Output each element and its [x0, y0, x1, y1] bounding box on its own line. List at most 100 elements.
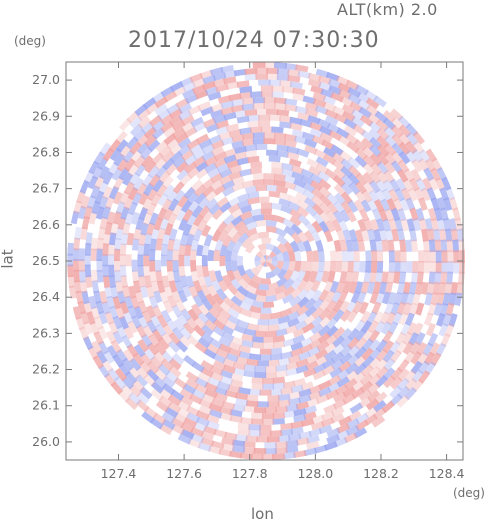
field-cell: [330, 358, 344, 371]
field-cell: [221, 136, 235, 146]
field-cell: [299, 343, 313, 354]
field-cell: [292, 327, 306, 338]
field-cell: [168, 228, 178, 241]
field-cell: [231, 439, 246, 448]
field-cell: [396, 301, 407, 316]
field-cell: [352, 123, 366, 136]
field-cell: [272, 412, 286, 419]
field-cell: [213, 249, 221, 261]
field-cell: [333, 239, 342, 252]
x-axis: 127.4 127.6 127.8 128.0 128.2 128.4: [101, 62, 465, 481]
field-cell: [96, 237, 104, 251]
field-cell: [175, 208, 187, 222]
field-cell: [247, 120, 260, 128]
field-cell: [213, 429, 228, 438]
field-cell: [74, 280, 82, 294]
field-cell: [376, 152, 389, 166]
field-cell: [108, 232, 117, 246]
field-cell: [144, 275, 152, 288]
field-cell: [80, 195, 90, 210]
field-cell: [318, 424, 333, 435]
field-cell: [252, 102, 266, 110]
field-cell: [220, 100, 234, 110]
field-cell: [289, 240, 300, 253]
field-cell: [354, 155, 368, 168]
x-tick-label: 128.4: [429, 466, 465, 481]
field-cell: [150, 355, 163, 369]
field-cell: [425, 322, 437, 337]
field-cell: [136, 391, 150, 405]
field-cell: [294, 105, 309, 115]
field-cell: [271, 85, 285, 93]
field-cell: [405, 239, 413, 253]
field-cell: [233, 68, 248, 77]
field-cell: [415, 177, 427, 192]
field-cell: [72, 259, 80, 272]
field-cell: [74, 226, 82, 241]
field-cell: [195, 167, 209, 180]
field-cell: [361, 338, 374, 352]
field-cell: [112, 191, 124, 205]
field-cell: [219, 201, 232, 213]
field-cell: [178, 218, 189, 231]
field-cell: [257, 120, 271, 127]
field-cell: [227, 203, 241, 214]
y-tick-label: 26.6: [32, 217, 60, 232]
field-cell: [247, 191, 260, 199]
field-cell: [310, 230, 321, 243]
field-cell: [438, 228, 447, 242]
field-cell: [350, 290, 361, 304]
field-cell: [430, 218, 440, 232]
field-cell: [194, 89, 209, 100]
field-cell: [349, 402, 364, 414]
field-cell: [239, 301, 252, 312]
field-cell: [273, 97, 287, 105]
field-cell: [384, 152, 397, 166]
field-cell: [230, 104, 245, 113]
field-cell: [122, 172, 134, 186]
field-cell: [106, 295, 116, 310]
field-cell: [312, 98, 327, 108]
field-cell: [408, 177, 420, 192]
field-cell: [332, 175, 346, 188]
field-cell: [275, 405, 288, 413]
field-cell: [249, 305, 262, 314]
field-cell: [215, 348, 229, 359]
field-cell: [123, 158, 136, 172]
field-cell: [154, 103, 168, 116]
field-cell: [241, 97, 255, 105]
field-cell: [322, 101, 337, 112]
field-cell: [84, 264, 92, 278]
field-cell: [179, 327, 192, 340]
field-cell: [440, 271, 448, 285]
field-cell: [187, 166, 201, 179]
field-cell: [239, 210, 253, 221]
field-cell: [408, 302, 419, 316]
field-cell: [279, 80, 293, 88]
field-cell: [230, 295, 243, 307]
field-cell: [352, 300, 363, 314]
field-cell: [83, 321, 94, 335]
field-cell: [154, 342, 167, 356]
field-cell: [94, 190, 105, 205]
field-cell: [152, 127, 166, 140]
field-cell: [104, 311, 115, 325]
field-cell: [222, 357, 236, 368]
field-cell: [83, 301, 93, 315]
field-cell: [260, 202, 273, 209]
field-cell: [355, 412, 370, 425]
field-cell: [219, 369, 233, 379]
field-cell: [162, 383, 176, 396]
field-cell: [358, 396, 372, 409]
field-cell: [277, 399, 291, 407]
field-cell: [213, 157, 227, 169]
field-cell: [235, 392, 248, 401]
field-cell: [272, 335, 286, 343]
field-cell: [394, 261, 401, 274]
field-cell: [213, 151, 228, 162]
field-cell: [254, 330, 267, 338]
field-cell: [162, 375, 176, 388]
field-cell: [423, 261, 431, 274]
field-cell: [163, 184, 175, 198]
field-cell: [193, 324, 206, 337]
